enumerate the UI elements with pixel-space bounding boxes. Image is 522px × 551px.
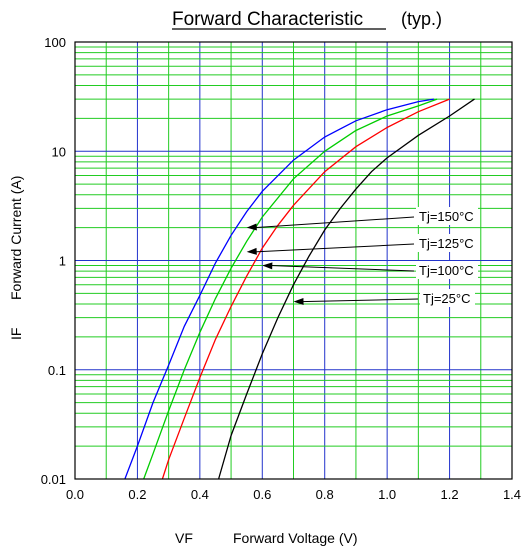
x-axis-symbol: VF <box>175 530 193 546</box>
y-tick-label: 10 <box>52 144 66 159</box>
annotation-leader-0 <box>254 216 415 229</box>
annotation-label-bg-2 <box>416 261 478 279</box>
annotation-leader-2 <box>270 264 415 272</box>
x-tick-label: 0.2 <box>128 487 146 502</box>
annotation-label-2: Tj=100°C <box>419 263 474 278</box>
series-line-0 <box>124 98 435 480</box>
plot-frame <box>74 41 513 480</box>
annotation-label-bg-3 <box>420 289 475 307</box>
chart-title: Forward Characteristic <box>172 9 363 30</box>
annotation-layer: Tj=150°C Tj=125°C Tj=100°C Tj=25°C <box>246 207 478 307</box>
annotation-arrowhead-3 <box>293 297 304 305</box>
x-tick-label: 1.4 <box>503 487 521 502</box>
y-axis-label: Forward Current (A) <box>8 176 24 300</box>
series-line-3 <box>217 98 475 480</box>
annotation-arrowhead-1 <box>246 247 257 255</box>
series-line-1 <box>143 98 438 480</box>
x-axis-label: Forward Voltage (V) <box>233 530 358 546</box>
y-tick-label: 100 <box>44 35 66 50</box>
x-tick-label: 0.0 <box>66 487 84 502</box>
annotation-leader-3 <box>301 298 419 303</box>
y-tick-label: 0.1 <box>48 363 66 378</box>
annotation-arrowhead-0 <box>246 223 257 231</box>
y-tick-label: 0.01 <box>41 472 66 487</box>
x-tick-label: 0.8 <box>316 487 334 502</box>
annotation-leader-1 <box>254 243 415 253</box>
annotation-arrowhead-2 <box>262 262 273 270</box>
annotation-label-0: Tj=150°C <box>419 209 474 224</box>
grid <box>75 42 512 479</box>
x-tick-label: 0.6 <box>253 487 271 502</box>
chart-subtitle: (typ.) <box>401 9 442 29</box>
x-tick-label: 1.2 <box>441 487 459 502</box>
annotation-label-bg-1 <box>416 234 478 252</box>
annotation-label-3: Tj=25°C <box>423 291 470 306</box>
y-tick-label: 1 <box>59 254 66 269</box>
annotation-label-1: Tj=125°C <box>419 236 474 251</box>
tick-labels: 0.0 0.2 0.4 0.6 0.8 1.0 1.2 1.4 0.01 0.1 1 10 100 <box>41 35 521 502</box>
x-tick-label: 0.4 <box>191 487 209 502</box>
annotation-label-bg-0 <box>416 207 478 225</box>
series-line-2 <box>161 98 450 480</box>
y-axis-symbol: IF <box>8 328 24 340</box>
series-layer <box>124 98 475 480</box>
x-tick-label: 1.0 <box>378 487 396 502</box>
